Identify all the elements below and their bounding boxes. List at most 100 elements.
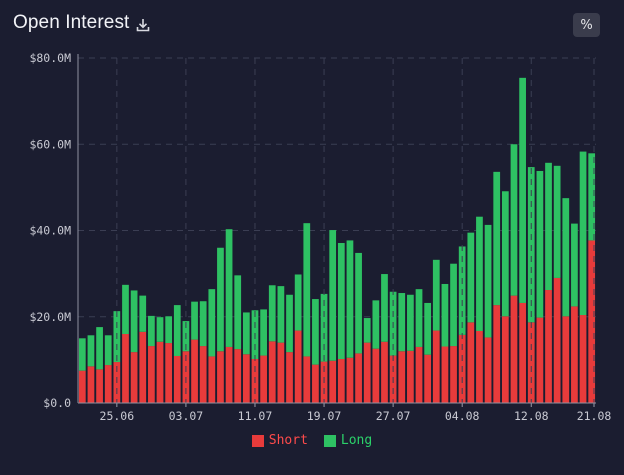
bar-long (148, 315, 155, 347)
bar-short (501, 316, 509, 403)
x-tick-label: 25.06 (100, 409, 135, 423)
bar-short (467, 322, 475, 403)
bar-short (294, 330, 302, 403)
bar-short (372, 348, 380, 403)
x-tick-label: 04.08 (445, 409, 480, 423)
bar-long (87, 335, 95, 367)
bar-long (363, 318, 371, 343)
bar-short (303, 356, 311, 403)
bar-long (536, 170, 544, 318)
legend-item-short[interactable]: Short (251, 433, 308, 448)
bar-short (337, 359, 345, 403)
bar-long (372, 300, 380, 349)
bar-short (122, 334, 129, 403)
bar-long (139, 295, 147, 332)
bar-long (381, 274, 388, 342)
bar-short (217, 351, 224, 403)
bar-long (407, 294, 414, 351)
bar-long (130, 290, 138, 353)
x-tick-label: 03.07 (169, 409, 204, 423)
bar-long (415, 289, 423, 347)
bar-short (450, 346, 457, 403)
bar-short (588, 240, 596, 403)
bar-short (225, 346, 233, 403)
bar-short (476, 330, 483, 403)
y-tick-label: $0.0 (43, 396, 71, 410)
bar-short (493, 305, 501, 403)
bar-long (467, 232, 475, 323)
bar-short (191, 339, 198, 403)
bar-long (208, 289, 216, 357)
bar-short (415, 346, 423, 403)
bar-long (242, 312, 250, 355)
bar-long (337, 243, 345, 360)
bar-short (398, 351, 406, 403)
y-tick-label: $80.0M (29, 51, 71, 65)
x-tick-label: 21.08 (577, 409, 612, 423)
legend-item-long[interactable]: Long (323, 433, 372, 448)
bar-short (355, 353, 362, 403)
x-tick-label: 27.07 (376, 409, 411, 423)
bar-long (329, 230, 337, 361)
x-tick-label: 11.07 (238, 409, 273, 423)
bar-long (493, 171, 501, 306)
bar-short (104, 365, 112, 403)
legend-swatch-long (323, 434, 336, 447)
x-tick-label: 12.08 (514, 409, 549, 423)
bar-long (545, 162, 552, 291)
bar-long (303, 223, 311, 357)
percent-toggle-button[interactable]: % (573, 13, 600, 37)
bar-long (199, 301, 207, 347)
bar-long (268, 285, 276, 342)
bar-long (312, 299, 319, 365)
bar-long (450, 263, 457, 347)
bar-short (139, 331, 147, 403)
y-tick-label: $60.0M (29, 137, 71, 151)
bar-long (484, 224, 492, 338)
bar-long (476, 216, 483, 331)
legend-swatch-short (251, 434, 264, 447)
bar-short (329, 360, 337, 403)
bar-long (225, 229, 233, 347)
bar-long (78, 338, 86, 371)
download-icon[interactable] (136, 18, 150, 32)
bar-long (579, 151, 587, 316)
bar-short (277, 342, 285, 403)
bar-short (579, 315, 587, 403)
bar-short (432, 330, 440, 403)
bar-long (96, 327, 103, 370)
bar-long (104, 335, 112, 366)
bar-short (208, 356, 216, 403)
bar-long (217, 247, 224, 352)
bar-long (191, 301, 198, 340)
chart-title: Open Interest (13, 12, 130, 33)
bar-long (527, 167, 535, 323)
bar-short (199, 346, 207, 403)
chart-legend: Short Long (0, 433, 624, 448)
bar-long (588, 153, 596, 241)
bar-long (165, 316, 173, 344)
bar-long (501, 191, 509, 317)
bar-short (268, 341, 276, 403)
bar-short (562, 316, 570, 403)
bar-short (173, 355, 181, 403)
bar-short (571, 306, 578, 403)
bar-short (527, 322, 535, 403)
x-tick-label: 19.07 (307, 409, 342, 423)
bar-short (346, 357, 354, 403)
bar-short (242, 354, 250, 403)
bar-long (260, 309, 267, 356)
bar-short (130, 352, 138, 403)
bar-long (553, 165, 561, 278)
bar-short (424, 354, 432, 403)
bar-long (173, 305, 181, 356)
bar-long (286, 294, 293, 353)
bar-short (441, 346, 449, 403)
bar-short (553, 277, 561, 403)
bar-short (407, 350, 414, 403)
legend-label-short: Short (268, 433, 308, 448)
bar-short (484, 337, 492, 403)
bar-short (312, 364, 319, 403)
